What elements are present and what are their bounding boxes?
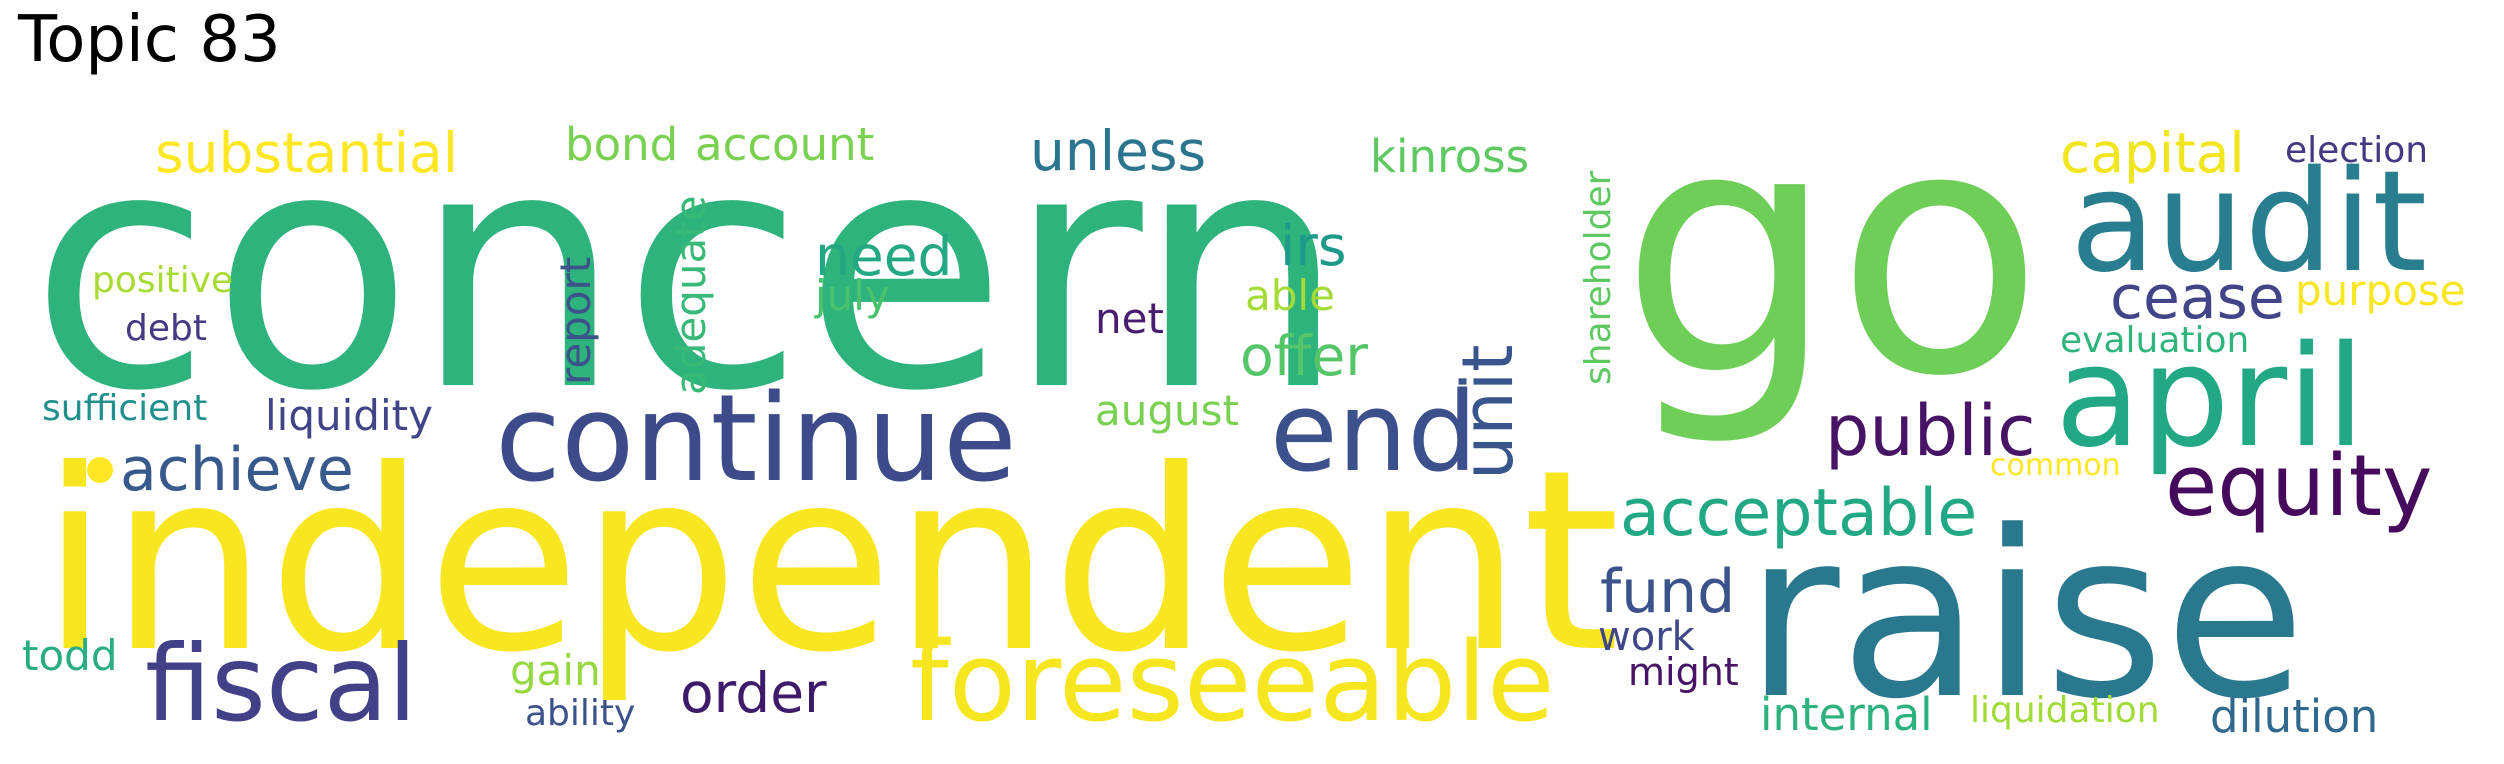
word-report: report xyxy=(551,257,600,385)
word-adequate: adequate xyxy=(666,195,715,395)
word-kinross: kinross xyxy=(1370,130,1529,183)
word-end: end xyxy=(1270,368,1477,496)
word-cease: cease xyxy=(2110,263,2285,333)
word-debt: debt xyxy=(125,308,207,349)
word-foreseeable: foreseeable xyxy=(910,618,1555,746)
word-substantial: substantial xyxy=(155,121,458,185)
word-common: common xyxy=(1990,448,2121,483)
word-account: account xyxy=(695,118,874,171)
word-raise: raise xyxy=(1745,483,2306,750)
word-evaluation: evaluation xyxy=(2060,320,2249,361)
word-concern: concern xyxy=(30,79,1346,463)
word-fund: fund xyxy=(1600,557,1735,627)
word-purpose: purpose xyxy=(2295,266,2466,315)
word-might: might xyxy=(1628,650,1739,694)
word-bond: bond xyxy=(565,118,678,171)
word-shareholder: shareholder xyxy=(1578,170,1619,385)
word-internal: internal xyxy=(1760,688,1933,741)
word-positive: positive xyxy=(92,260,233,301)
word-independent: independent xyxy=(40,416,1620,707)
word-dilution: dilution xyxy=(2210,690,2378,743)
word-gain: gain xyxy=(510,646,601,695)
word-unless: unless xyxy=(1030,119,1206,183)
word-able: able xyxy=(1245,271,1335,320)
word-audit: audit xyxy=(2070,141,2427,304)
word-capital: capital xyxy=(2060,121,2245,185)
word-april: april xyxy=(2055,316,2365,479)
word-offer: offer xyxy=(1240,324,1368,388)
word-work: work xyxy=(1598,614,1696,660)
word-ability: ability xyxy=(525,693,635,734)
word-liquidity: liquidity xyxy=(265,391,433,440)
figure-title: Topic 83 xyxy=(18,3,281,77)
word-need: need xyxy=(815,224,952,288)
word-unit: unit xyxy=(1447,344,1529,480)
word-acceptable: acceptable xyxy=(1620,476,1977,551)
word-net: net xyxy=(1095,294,1164,343)
word-liquidation: liquidation xyxy=(1970,690,2160,731)
word-go: go xyxy=(1620,55,2044,451)
word-fiscal: fiscal xyxy=(145,623,417,745)
word-irs: irs xyxy=(1280,214,1347,278)
word-continue: continue xyxy=(495,370,1017,509)
word-public: public xyxy=(1825,390,2036,472)
word-sufficient: sufficient xyxy=(42,388,207,429)
word-election: election xyxy=(2285,130,2428,171)
word-equity: equity xyxy=(2165,437,2432,536)
word-order: order xyxy=(680,661,827,725)
word-todd: todd xyxy=(22,631,117,680)
word-july: july xyxy=(814,271,890,320)
decorative-dot xyxy=(87,457,113,483)
word-achieve: achieve xyxy=(120,435,354,505)
word-august: august xyxy=(1095,386,1239,435)
